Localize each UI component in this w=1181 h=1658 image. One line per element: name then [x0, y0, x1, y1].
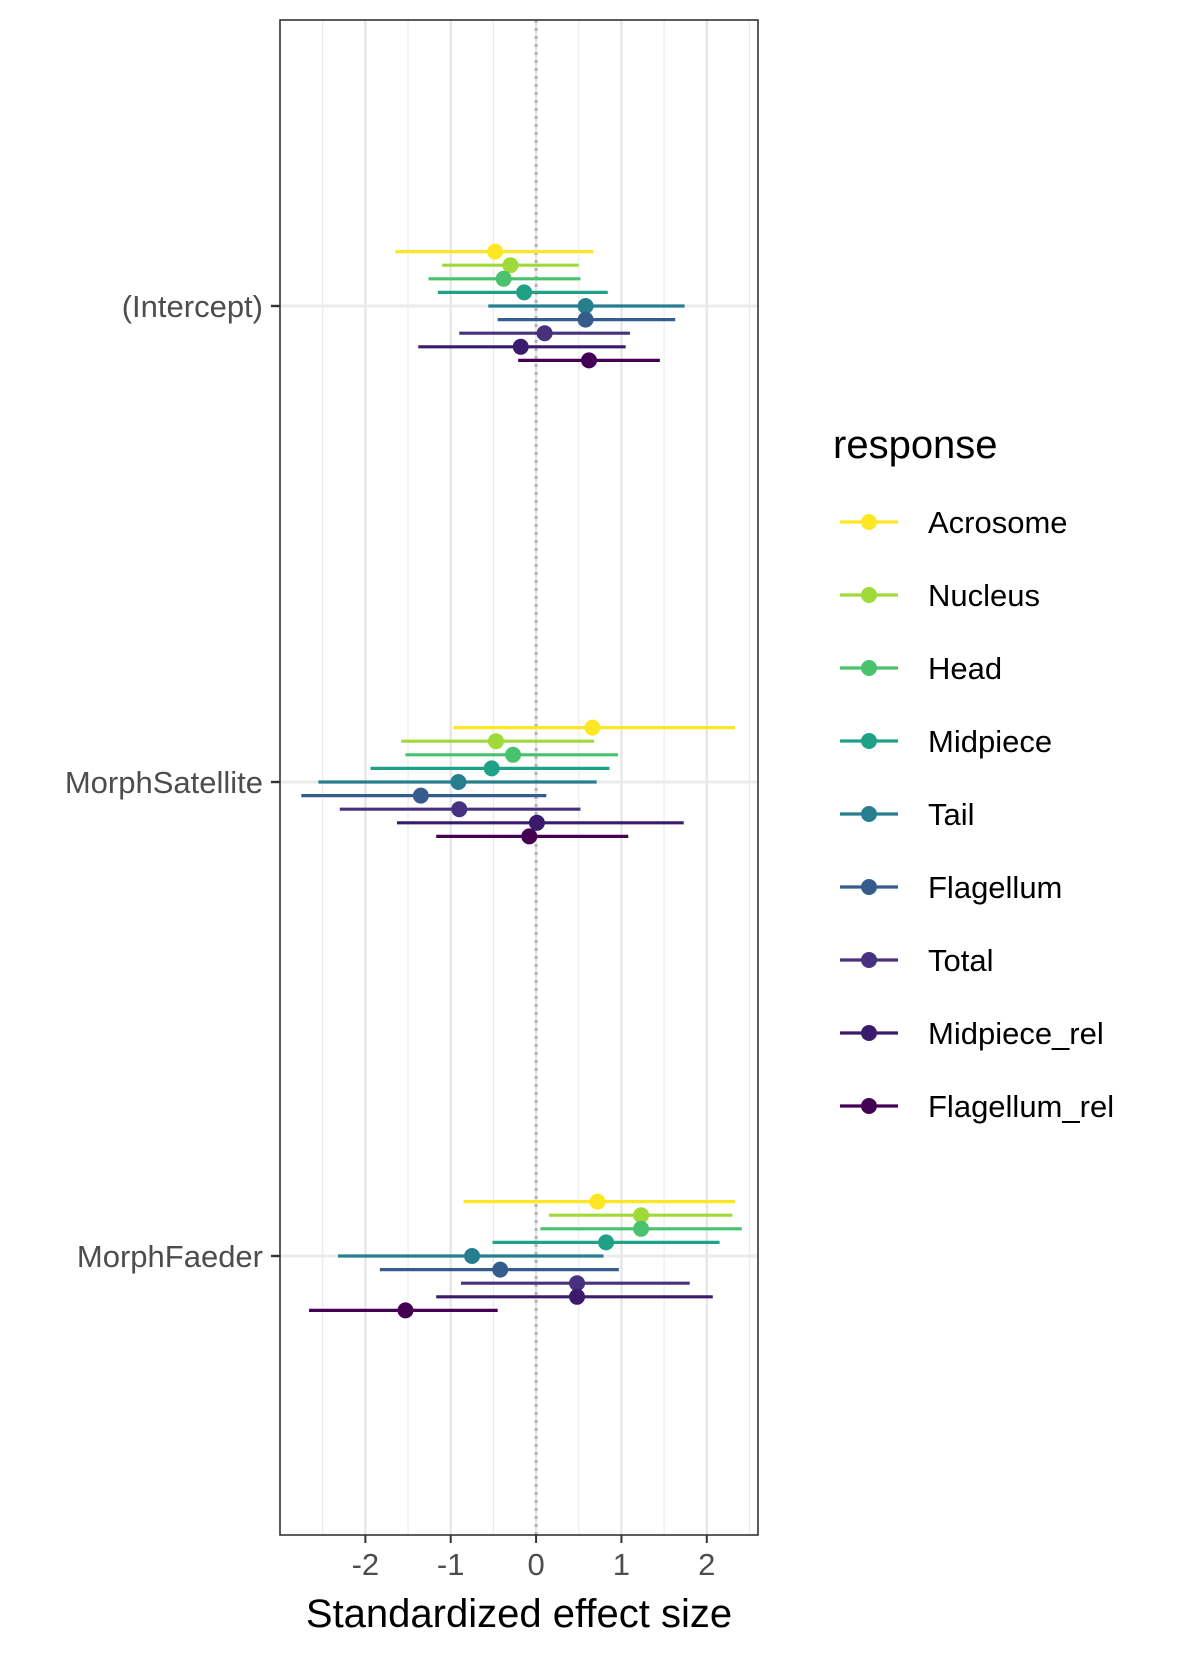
estimate-point — [450, 774, 467, 790]
estimate-point — [569, 1288, 586, 1305]
legend-label: Nucleus — [928, 578, 1040, 613]
estimate-point — [487, 733, 504, 750]
x-tick-label: -2 — [352, 1547, 380, 1582]
estimate-point — [512, 338, 529, 355]
panel-border — [279, 19, 759, 1536]
estimate-point — [397, 1302, 414, 1319]
estimate-point — [536, 325, 553, 342]
estimate-point — [492, 1261, 509, 1278]
estimate-point — [584, 719, 601, 736]
estimate-point — [633, 1207, 650, 1224]
y-tick-label: (Intercept) — [122, 289, 263, 324]
x-axis-title: Standardized effect size — [306, 1592, 732, 1636]
legend-key-point — [861, 660, 877, 676]
estimate-point — [569, 1275, 586, 1292]
legend-key-point — [861, 1098, 877, 1114]
estimate-point — [487, 243, 504, 260]
x-tick-label: -1 — [437, 1547, 465, 1582]
legend-title: response — [833, 423, 998, 467]
y-tick-label: MorphSatellite — [65, 765, 263, 800]
estimate-point — [598, 1234, 615, 1251]
estimate-point — [528, 814, 545, 831]
estimate-point — [505, 746, 522, 763]
x-tick-label: 2 — [698, 1547, 715, 1582]
legend-label: Midpiece_rel — [928, 1016, 1104, 1051]
estimate-point — [633, 1220, 650, 1237]
legend: response Acrosome Nucleus Head Midpiece Tail F… — [833, 423, 1114, 1124]
estimate-point — [464, 1248, 481, 1264]
legend-label: Acrosome — [928, 505, 1068, 540]
estimate-point — [577, 311, 594, 328]
legend-key-point — [861, 1025, 877, 1041]
x-tick-label: 0 — [527, 1547, 544, 1582]
legend-key-point — [861, 587, 877, 603]
legend-key-point — [861, 952, 877, 968]
axis-layer: -2 -1 0 1 2 (Intercept) MorphSatellite MorphFae… — [65, 289, 732, 1636]
estimate-point — [502, 257, 519, 274]
data-layer — [301, 243, 742, 1319]
x-tick-label: 1 — [613, 1547, 630, 1582]
estimate-point — [412, 787, 429, 804]
estimate-point — [483, 760, 500, 777]
legend-label: Midpiece — [928, 724, 1052, 759]
legend-label: Flagellum — [928, 870, 1062, 905]
legend-key-point — [861, 514, 877, 530]
estimate-point — [451, 801, 468, 818]
legend-key-point — [861, 879, 877, 895]
estimate-point — [521, 828, 538, 845]
y-tick-label: MorphFaeder — [77, 1239, 263, 1274]
estimate-point — [589, 1193, 606, 1210]
legend-label: Tail — [928, 797, 975, 832]
legend-key-point — [861, 806, 877, 822]
legend-label: Total — [928, 943, 993, 978]
estimate-point — [516, 284, 533, 301]
legend-key-point — [861, 733, 877, 749]
estimate-point — [495, 270, 512, 287]
legend-label: Flagellum_rel — [928, 1089, 1114, 1124]
estimate-point — [580, 352, 597, 369]
legend-label: Head — [928, 651, 1002, 686]
estimate-point — [577, 298, 594, 314]
